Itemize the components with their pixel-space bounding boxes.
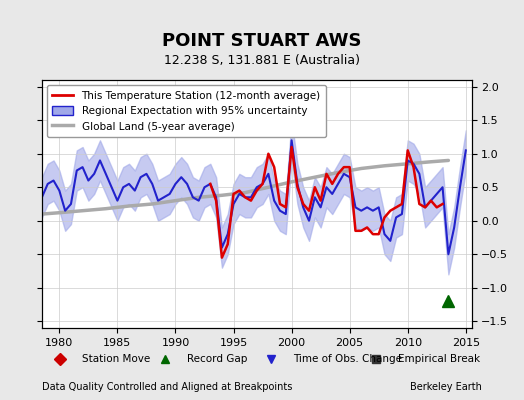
Legend: This Temperature Station (12-month average), Regional Expectation with 95% uncer: This Temperature Station (12-month avera… — [47, 85, 326, 137]
Text: Time of Obs. Change: Time of Obs. Change — [293, 354, 402, 364]
Text: Empirical Break: Empirical Break — [398, 354, 481, 364]
Text: Data Quality Controlled and Aligned at Breakpoints: Data Quality Controlled and Aligned at B… — [42, 382, 292, 392]
Text: POINT STUART AWS: POINT STUART AWS — [162, 32, 362, 50]
Text: 12.238 S, 131.881 E (Australia): 12.238 S, 131.881 E (Australia) — [164, 54, 360, 67]
Text: Berkeley Earth: Berkeley Earth — [410, 382, 482, 392]
Text: Record Gap: Record Gap — [187, 354, 247, 364]
Text: Station Move: Station Move — [82, 354, 150, 364]
